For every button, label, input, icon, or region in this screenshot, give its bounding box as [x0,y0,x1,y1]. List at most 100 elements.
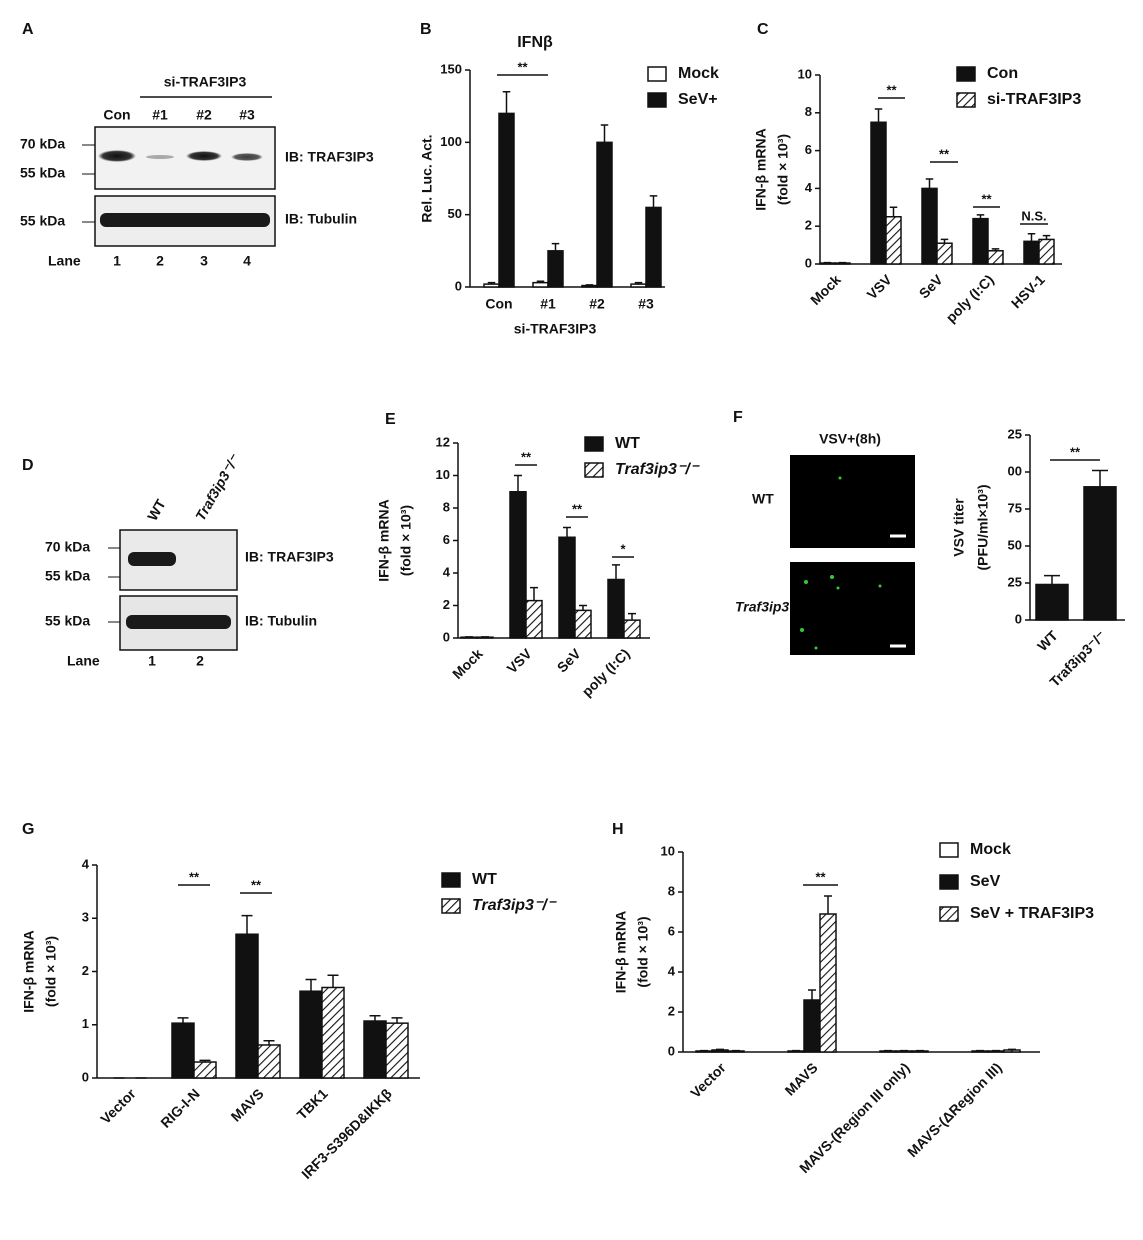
bar [299,990,323,1079]
lane-number: 1 [113,253,121,269]
micrograph-row: WT [752,491,774,507]
marker: 55 kDa [20,213,65,229]
legend-label: si-TRAF3IP3 [987,91,1081,108]
x-tick-label: WT [1034,627,1061,654]
fluor-dot [814,646,818,650]
bar [321,986,345,1079]
legend-label: WT [615,435,640,452]
fluor-dot [836,586,840,590]
x-tick-label: SeV [916,271,946,301]
x-tick-label: Vector [97,1085,139,1127]
y-tick-label: 75 [1008,500,1022,515]
legend-label: Traf3ip3⁻/⁻ [615,461,700,478]
y-axis-label: VSV titer [951,498,967,557]
bar [895,1050,913,1053]
error-bar [563,526,571,538]
legend-swatch [956,92,976,108]
lane-number: 3 [200,253,208,269]
bar [363,1020,387,1079]
bar [879,1050,897,1053]
y-tick-label: 10 [661,843,675,858]
bar [193,1061,217,1079]
legend-label: SeV [970,873,1001,890]
x-tick-label: #2 [589,296,605,312]
band [100,213,270,227]
bar [532,281,549,288]
y-axis-label: IFN-β mRNA [613,911,629,993]
significance-label: ** [251,877,262,892]
y-tick-label: 25 [1008,426,1022,441]
probe: IB: TRAF3IP3 [245,549,334,565]
significance-label: ** [815,869,826,884]
panel-letter: C [757,21,769,38]
error-bar [612,564,620,580]
bar [171,1022,195,1079]
bar [385,1022,409,1079]
y-tick-label: 100 [440,134,462,149]
bar [834,262,851,265]
significance-label: ** [572,501,583,516]
y-axis-label: IFN-β mRNA [753,128,769,210]
significance-label: ** [517,59,528,74]
significance-label: * [620,541,626,556]
bar [483,283,500,288]
error-bar [649,195,658,208]
panel-letter: B [420,21,432,38]
y-axis-label: Rel. Luc. Act. [419,134,435,222]
fluor-dot [830,575,834,579]
x-tick-label: poly (I:C) [579,645,633,699]
error-bar [551,242,560,251]
bar [509,491,527,639]
x-tick-label: RIG-I-N [157,1085,202,1130]
y-tick-label: 4 [805,180,813,195]
bar [596,141,613,288]
y-tick-label: 50 [1008,537,1022,552]
bar [581,284,598,288]
legend-label: SeV+ [678,91,718,108]
bar [921,187,938,265]
bar [803,999,821,1053]
panel-letter: F [733,409,743,426]
y-tick-label: 150 [440,61,462,76]
y-tick-label: 2 [668,1003,675,1018]
fluor-dot [878,584,882,588]
error-bar [502,90,511,114]
lane-number: 1 [148,653,156,669]
error-bar [514,474,522,492]
y-tick-label: 0 [455,278,462,293]
error-bar [369,1014,381,1022]
bar [819,913,837,1053]
lane-label: Con [103,107,130,123]
bar [547,250,564,288]
legend-label: Mock [678,65,719,82]
legend-swatch [647,66,667,82]
x-axis-label: si-TRAF3IP3 [514,321,597,337]
x-tick-label: Mock [449,645,486,682]
significance-label: ** [886,82,897,97]
band [128,552,176,566]
bar [645,206,662,288]
legend-swatch [441,872,461,888]
legend-swatch [584,462,604,478]
y-axis-label: (fold × 10³) [398,505,414,576]
x-tick-label: #3 [638,296,654,312]
x-tick-label: poly (I:C) [943,271,997,325]
bar [623,619,641,639]
error-bar [327,974,339,988]
y-axis-label: (PFU/ml×10³) [975,485,991,571]
x-tick-label: Con [485,296,512,312]
fluor-dot [800,628,804,632]
y-tick-label: 1 [82,1016,89,1031]
error-bar [391,1017,403,1024]
marker: 55 kDa [45,613,90,629]
y-tick-label: 0 [1015,611,1022,626]
error-bar [889,206,898,217]
y-tick-label: 8 [443,499,450,514]
bar [257,1044,281,1079]
lane-label: #3 [239,107,255,123]
error-bar [1092,469,1108,487]
x-tick-label: MAVS [782,1059,821,1098]
y-tick-label: 2 [805,218,812,233]
y-tick-label: 0 [443,629,450,644]
